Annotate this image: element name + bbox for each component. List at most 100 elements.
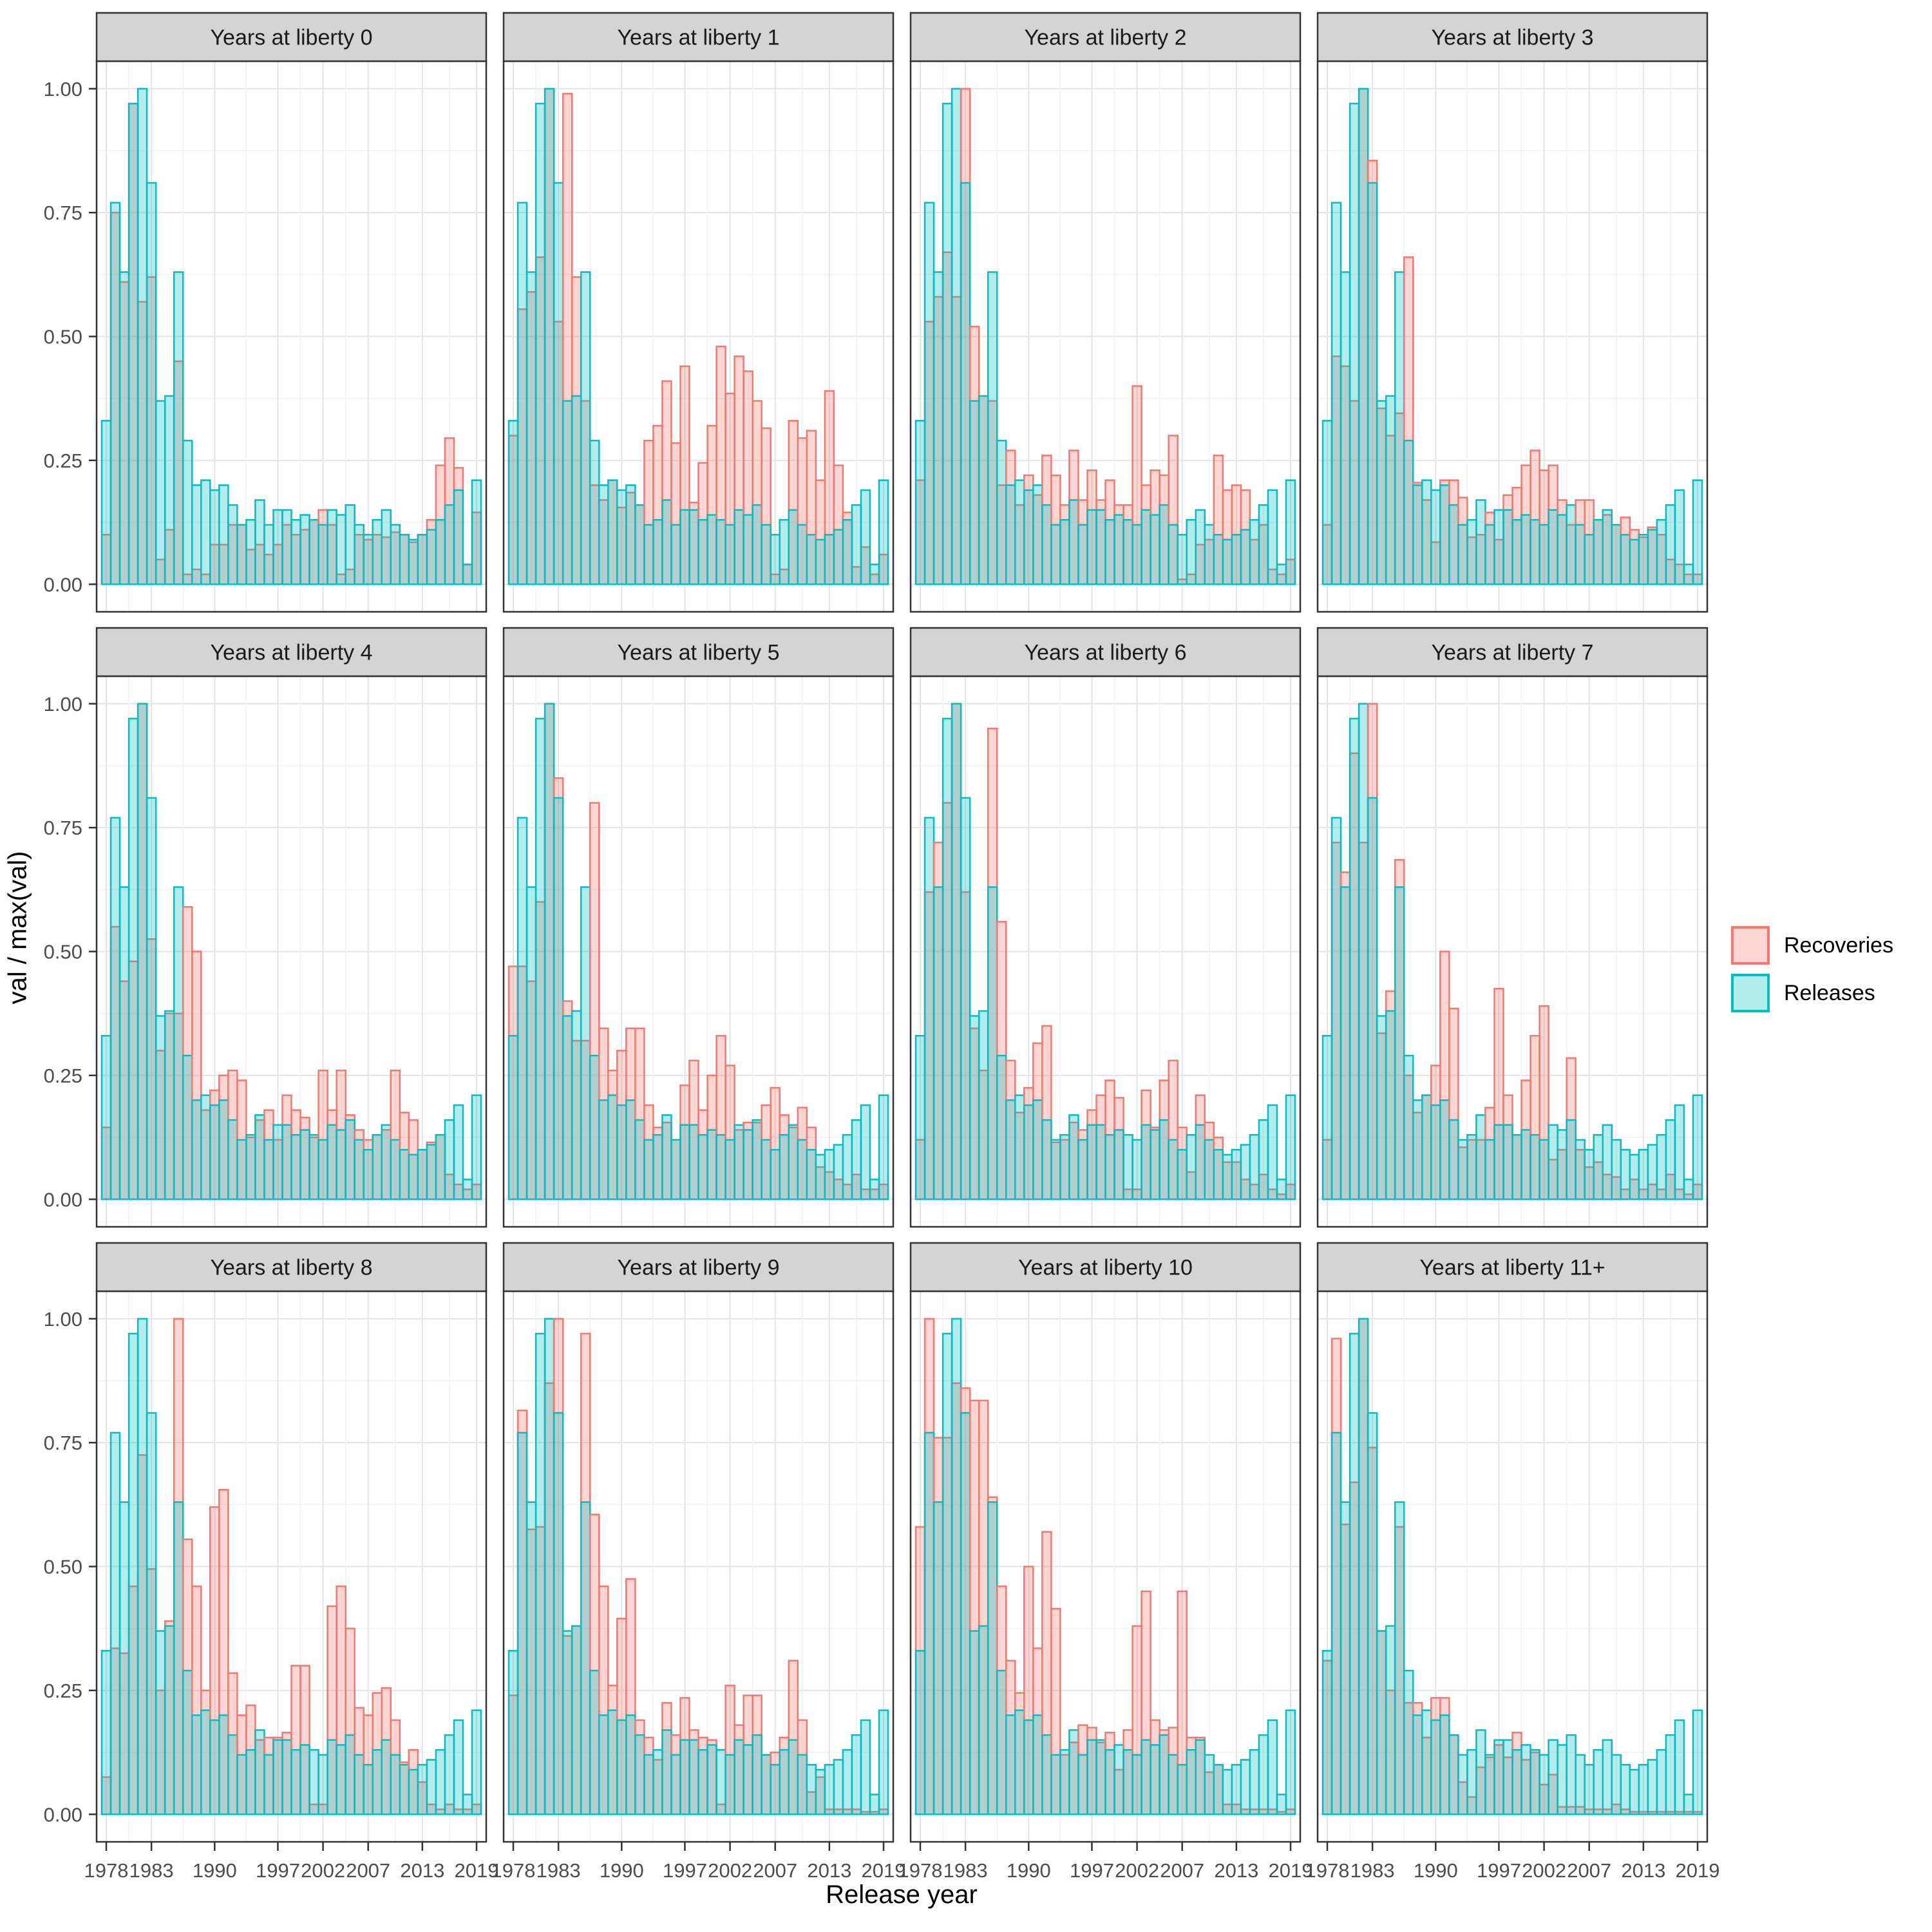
facet-title: Years at liberty 10: [1018, 1256, 1193, 1280]
bar-releases: [1466, 1748, 1477, 1815]
facet-title: Years at liberty 8: [211, 1256, 373, 1280]
bar-releases: [426, 1144, 437, 1200]
bar-releases: [1150, 1129, 1160, 1200]
bar-releases: [1005, 1714, 1016, 1815]
facet-title: Years at liberty 1: [618, 26, 780, 50]
bar-releases: [1557, 514, 1567, 585]
bar-releases: [1177, 534, 1188, 585]
bar-releases: [1204, 1139, 1215, 1200]
bar-releases: [526, 886, 537, 1200]
bar-releases: [1593, 1133, 1604, 1200]
bar-releases: [308, 1133, 319, 1200]
bar-releases: [1674, 1104, 1685, 1200]
facet-strip: [1316, 627, 1709, 677]
bar-releases: [426, 529, 437, 585]
bar-releases: [1475, 1114, 1486, 1200]
x-tick-label: 1990: [193, 1859, 237, 1882]
bar-releases: [327, 1739, 337, 1815]
bar-releases: [1285, 1094, 1296, 1200]
bar-releases: [969, 1015, 980, 1200]
bar-releases: [1032, 1714, 1043, 1815]
x-tick-label: 1978: [1305, 1859, 1350, 1882]
bar-releases: [625, 1099, 636, 1200]
facet-strip: [1316, 1242, 1709, 1293]
bar-releases: [354, 1754, 365, 1815]
bar-releases: [661, 1114, 672, 1200]
bar-releases: [1466, 1133, 1477, 1200]
bar-releases: [706, 1744, 717, 1815]
bar-releases: [860, 1719, 871, 1815]
y-tick-label: 1.00: [44, 78, 82, 100]
bar-releases: [914, 420, 926, 585]
bar-releases: [652, 1748, 663, 1815]
bar-releases: [462, 1179, 473, 1200]
bar-releases: [869, 1179, 880, 1200]
bar-releases: [1502, 509, 1513, 585]
bar-releases: [336, 514, 346, 585]
bar-releases: [317, 1754, 328, 1815]
bar-releases: [417, 1149, 428, 1200]
bar-releases: [942, 1332, 953, 1815]
bar-releases: [951, 88, 962, 585]
bar-releases: [100, 1650, 112, 1815]
bar-releases: [245, 1133, 256, 1200]
bar-releases: [1276, 564, 1287, 585]
y-axis-title: val / max(val): [3, 851, 32, 1005]
facet-panel-8: Years at liberty 8 1.00 0.75 0.50 0.25 0.00 19…: [44, 1242, 499, 1882]
bar-releases: [715, 518, 726, 585]
bar-releases: [327, 1124, 337, 1200]
bar-releases: [1349, 102, 1360, 585]
bar-releases: [978, 395, 989, 585]
bar-releases: [1421, 479, 1432, 585]
bar-releases: [1331, 202, 1342, 585]
bar-releases: [634, 1119, 645, 1200]
bar-releases: [146, 797, 157, 1200]
bar-releases: [1132, 524, 1142, 585]
bar-releases: [1285, 479, 1296, 585]
bar-releases: [245, 1748, 256, 1815]
bar-releases: [155, 1015, 166, 1200]
bar-releases: [652, 1133, 663, 1200]
bar-releases: [679, 509, 690, 585]
bar-releases: [435, 1133, 446, 1200]
bar-releases: [752, 1734, 762, 1815]
bar-releases: [471, 1094, 482, 1200]
bar-releases: [1557, 1129, 1567, 1200]
bar-releases: [978, 1625, 989, 1815]
bar-releases: [1638, 1764, 1649, 1815]
bar-releases: [299, 1129, 310, 1200]
bar-releases: [1629, 538, 1640, 585]
bar-releases: [128, 102, 139, 585]
bar-releases: [1656, 1748, 1667, 1815]
bar-releases: [118, 1501, 130, 1815]
bar-releases: [724, 1754, 735, 1815]
bar-releases: [1412, 484, 1423, 585]
bar-releases: [1430, 489, 1441, 585]
facet-strip: [909, 1242, 1302, 1293]
bar-releases: [399, 534, 410, 585]
x-tick-label: 2019: [455, 1859, 499, 1882]
bar-releases: [1014, 1709, 1025, 1815]
facet-title: Years at liberty 6: [1025, 641, 1187, 665]
bar-releases: [688, 509, 699, 585]
facet-strip: [502, 627, 895, 677]
bar-releases: [1602, 509, 1613, 585]
bar-releases: [1412, 1714, 1423, 1815]
bar-releases: [164, 1010, 175, 1200]
y-tick-label: 0.00: [44, 1803, 82, 1826]
legend-label-recoveries: Recoveries: [1784, 933, 1894, 958]
bar-releases: [1638, 534, 1649, 585]
bar-releases: [1430, 1719, 1441, 1815]
bar-releases: [1285, 1709, 1296, 1815]
bar-releases: [408, 538, 419, 585]
bar-releases: [507, 1035, 519, 1200]
bar-releases: [1647, 1759, 1658, 1815]
bar-releases: [263, 1139, 274, 1200]
bar-releases: [381, 1124, 392, 1200]
bar-releases: [544, 88, 555, 585]
bar-releases: [1249, 1748, 1260, 1815]
bar-releases: [933, 1501, 944, 1815]
bar-releases: [1222, 538, 1233, 585]
bar-releases: [851, 504, 862, 585]
bar-releases: [1611, 1754, 1622, 1815]
